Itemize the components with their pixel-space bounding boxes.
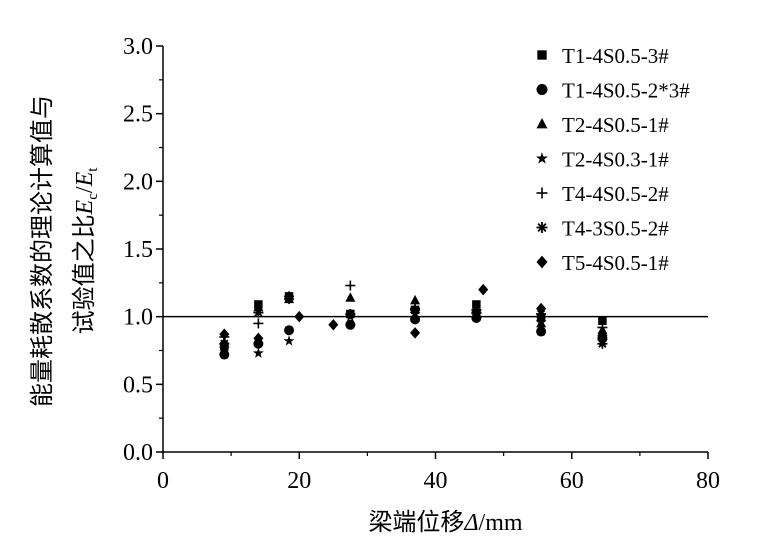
- data-point-diamond: [219, 328, 230, 341]
- y-tick-label: 2.0: [123, 169, 153, 195]
- data-point-diamond: [597, 329, 608, 342]
- data-point-diamond: [294, 310, 305, 323]
- data-point-diamond: [253, 332, 264, 345]
- data-point-circle: [536, 326, 547, 337]
- data-point-asterisk: [345, 308, 356, 319]
- data-point-asterisk: [471, 304, 482, 315]
- data-point-asterisk: [253, 307, 264, 318]
- legend-label: T5-4S0.5-1#: [562, 251, 669, 275]
- x-tick-label: 20: [287, 468, 311, 494]
- data-point-plus: [253, 318, 264, 329]
- legend-label: T2-4S0.5-1#: [562, 113, 669, 137]
- data-point-diamond: [410, 327, 421, 339]
- x-tick-label: 80: [696, 468, 720, 494]
- y-tick-label: 2.5: [123, 102, 153, 128]
- data-point-star: [252, 347, 264, 358]
- legend-marker-square: [537, 50, 547, 60]
- legend-label: T2-4S0.3-1#: [562, 148, 669, 172]
- y-tick-label: 0.0: [123, 440, 153, 466]
- y-tick-label: 0.5: [123, 372, 153, 398]
- x-tick-label: 0: [157, 468, 169, 494]
- legend-label: T4-3S0.5-2#: [562, 217, 669, 241]
- data-point-asterisk: [219, 338, 230, 349]
- legend-marker-star: [535, 152, 549, 164]
- legend: T1-4S0.5-3# T1-4S0.5-2*3# T2-4S0.5-1# T2-4S…: [535, 44, 690, 275]
- y-tick-label: 1.5: [123, 237, 153, 263]
- data-point-circle: [284, 325, 295, 336]
- data-point-circle: [345, 319, 356, 330]
- y-tick-label: 1.0: [123, 305, 153, 331]
- legend-marker-triangle: [536, 117, 548, 129]
- x-tick-label: 60: [560, 468, 584, 494]
- x-axis-title: 梁端位移Δ/mm: [368, 509, 522, 536]
- data-point-square: [598, 316, 607, 325]
- axes: [162, 46, 708, 453]
- legend-marker-plus: [536, 187, 548, 199]
- data-point-triangle: [410, 294, 421, 305]
- data-point-diamond: [328, 319, 339, 331]
- legend-marker-diamond: [536, 255, 548, 269]
- data-point-diamond: [536, 302, 547, 315]
- data-point-star: [283, 335, 295, 346]
- data-point-triangle: [253, 301, 264, 312]
- data-points: [218, 280, 608, 360]
- data-point-plus: [345, 280, 356, 291]
- data-point-triangle: [345, 292, 356, 302]
- data-point-asterisk: [410, 304, 421, 315]
- legend-label: T4-4S0.5-2#: [562, 182, 669, 206]
- x-tick-label: 40: [424, 468, 448, 494]
- data-point-asterisk: [284, 291, 295, 302]
- data-point-diamond: [478, 283, 489, 296]
- legend-marker-asterisk: [536, 222, 548, 233]
- y-tick-label: 3.0: [123, 34, 153, 60]
- y-axis-title-line2: 试验值之比Ec/Et: [71, 167, 101, 335]
- legend-label: T1-4S0.5-3#: [562, 44, 669, 68]
- legend-label: T1-4S0.5-2*3#: [562, 79, 690, 103]
- ticks: 0 20 40 60 80 0.0 0.5 1.0 1.5 2.0 2.5 3.0: [123, 34, 720, 494]
- legend-marker-circle: [536, 84, 548, 95]
- y-axis-title-line1: 能量耗散系数的理论计算值与: [29, 95, 56, 407]
